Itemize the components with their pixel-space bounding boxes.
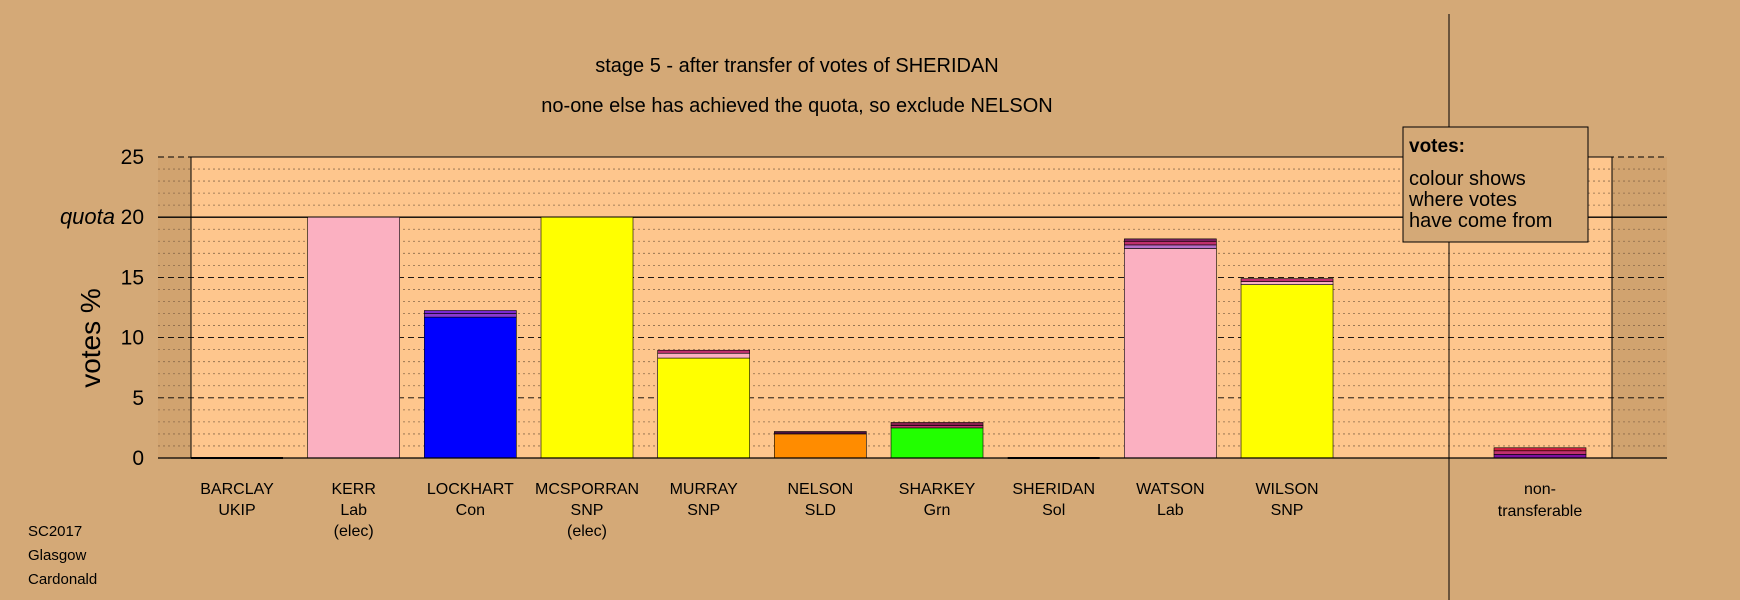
y-tick-label: 0	[132, 447, 144, 470]
legend-line-3: have come from	[1409, 210, 1552, 232]
footer-line-3: Cardonald	[28, 571, 97, 588]
bar-segment	[774, 433, 867, 459]
bar-segment	[424, 310, 517, 314]
legend-box: votes: colour shows where votes have com…	[1402, 126, 1589, 243]
candidate-party-label: Sol	[1042, 502, 1065, 519]
bars	[158, 216, 1667, 459]
footer-line-1: SC2017	[28, 523, 82, 540]
gridlines	[158, 156, 1667, 447]
nontransferable-label-line-1: non-	[1524, 481, 1556, 498]
candidate-elected-label: (elec)	[334, 523, 374, 540]
plot-inner-area	[190, 156, 1613, 459]
bar-segment	[540, 216, 634, 459]
bar-segment	[657, 352, 750, 359]
candidate-elected-label: (elec)	[567, 523, 607, 540]
bar-segment	[1124, 238, 1217, 242]
bar-segment	[1493, 447, 1587, 452]
candidate-party-label: SLD	[805, 502, 836, 519]
bar-segment	[1240, 281, 1334, 285]
bar-segment	[1240, 284, 1334, 459]
y-tick-label: 25	[121, 146, 144, 169]
legend-line-2: where votes	[1408, 189, 1517, 211]
y-tick-label: 20	[121, 206, 144, 229]
candidate-name-label: MURRAY	[670, 481, 738, 498]
bar-segment	[657, 357, 750, 459]
candidate-party-label: SNP	[571, 502, 604, 519]
candidate-party-label: SNP	[687, 502, 720, 519]
candidate-party-label: SNP	[1271, 502, 1304, 519]
chart-title: stage 5 - after transfer of votes of SHE…	[595, 55, 999, 77]
bar-segment	[424, 316, 517, 459]
bar-segment	[1493, 450, 1587, 455]
candidate-party-label: Lab	[1157, 502, 1184, 519]
bar-segment	[1124, 248, 1217, 459]
y-tick-label: 15	[121, 266, 144, 289]
nontransferable-label-line-2: transferable	[1498, 503, 1583, 520]
candidate-name-label: WILSON	[1255, 481, 1318, 498]
bar-segment	[890, 425, 984, 429]
bar-segment	[424, 313, 517, 318]
legend-line-1: colour shows	[1409, 168, 1526, 190]
y-axis: 0 5 10 15 20 25 quota	[60, 146, 144, 470]
candidate-party-label: UKIP	[218, 502, 255, 519]
candidate-party-label: Lab	[340, 502, 367, 519]
bar-segment	[1124, 244, 1217, 249]
candidate-name-label: KERR	[331, 481, 375, 498]
candidate-name-label: NELSON	[787, 481, 853, 498]
candidate-party-label: Grn	[924, 502, 951, 519]
bar-segment	[657, 349, 750, 354]
candidate-name-label: BARCLAY	[200, 481, 274, 498]
bar-segment	[890, 427, 984, 459]
bar-segment	[1240, 278, 1334, 282]
bar-segment	[890, 422, 984, 426]
candidate-name-label: SHARKEY	[899, 481, 976, 498]
legend-heading: votes:	[1409, 136, 1465, 157]
chart-subtitle: no-one else has achieved the quota, so e…	[541, 95, 1052, 117]
candidate-name-label: LOCKHART	[427, 481, 514, 498]
legend-background	[1402, 126, 1589, 243]
bar-segment	[1124, 240, 1217, 246]
candidate-name-label: MCSPORRAN	[535, 481, 639, 498]
y-tick-label: 5	[132, 387, 144, 410]
candidate-name-label: SHERIDAN	[1012, 481, 1095, 498]
quota-label: quota	[60, 204, 115, 229]
x-axis-labels: BARCLAY UKIP KERR Lab (elec) LOCKHART Con MCSPO…	[200, 481, 1582, 540]
footer-line-2: Glasgow	[28, 547, 87, 564]
y-axis-label: votes %	[75, 288, 106, 388]
bar-segment	[774, 431, 867, 435]
candidate-party-label: Con	[456, 502, 485, 519]
candidate-name-label: WATSON	[1136, 481, 1204, 498]
y-tick-label: 10	[121, 327, 144, 350]
bar-segment	[307, 216, 400, 459]
